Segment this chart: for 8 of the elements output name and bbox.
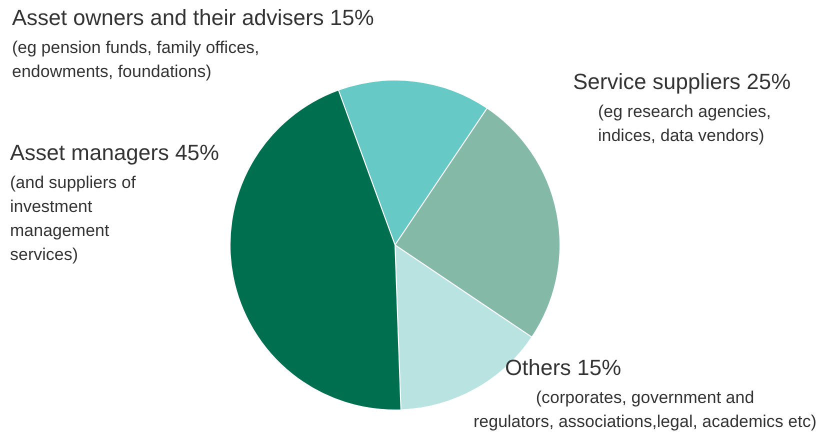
text: (corporates, government and regulators, associations,legal, academics etc) bbox=[474, 388, 816, 431]
text: (eg research agencies, indices, data vendors) bbox=[598, 102, 771, 145]
slice-label: Asset owners and their advisers 15% bbox=[12, 5, 374, 30]
text: (and suppliers of investment management services) bbox=[10, 173, 136, 264]
text: (eg pension funds, family offices, endowments, foundations) bbox=[12, 38, 260, 81]
slice-label: Service suppliers 25% bbox=[573, 69, 791, 94]
slice-label: Others 15% bbox=[505, 355, 622, 380]
slice-label: Asset managers 45% bbox=[10, 140, 220, 165]
